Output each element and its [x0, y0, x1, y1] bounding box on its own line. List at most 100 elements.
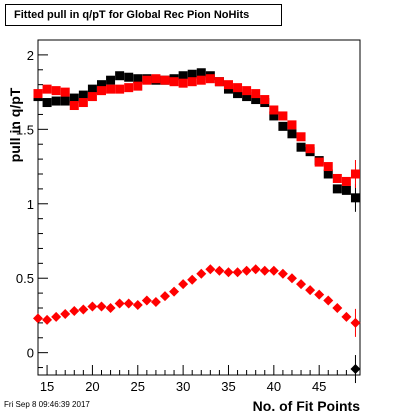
data-point-square	[96, 80, 106, 90]
x-tick-label: 15	[40, 379, 54, 394]
data-point-square	[278, 121, 288, 131]
data-point-diamond	[214, 265, 225, 276]
y-tick-label: 0	[27, 346, 34, 361]
plot-frame	[37, 39, 361, 376]
data-point-diamond	[350, 364, 361, 375]
data-point-diamond	[305, 285, 316, 296]
data-point-square	[178, 71, 188, 81]
data-point-diamond	[96, 301, 107, 312]
data-point-square	[196, 75, 206, 85]
data-point-square	[260, 95, 270, 105]
data-point-diamond	[187, 274, 198, 285]
data-point-diamond	[268, 265, 279, 276]
data-point-square	[142, 75, 152, 85]
data-point-square	[287, 120, 297, 130]
x-tick-label: 40	[267, 379, 281, 394]
data-point-diamond	[196, 268, 207, 279]
data-point-diamond	[105, 303, 116, 313]
data-point-square	[51, 96, 61, 106]
data-point-diamond	[296, 279, 307, 290]
data-point-diamond	[69, 305, 80, 316]
data-point-square	[251, 95, 261, 105]
y-tick-label: 1	[27, 197, 34, 212]
data-point-square	[106, 84, 116, 94]
data-point-square	[332, 184, 342, 194]
data-marks	[33, 68, 361, 384]
data-point-square	[287, 129, 297, 139]
data-point-diamond	[241, 265, 252, 276]
data-point-square	[269, 111, 279, 121]
data-point-diamond	[33, 313, 43, 324]
data-point-square	[78, 90, 88, 100]
data-point-diamond	[87, 301, 98, 312]
data-point-diamond	[350, 317, 361, 328]
y-tick-label: 0.5	[16, 271, 34, 286]
data-point-square	[269, 105, 279, 115]
x-tick-label: 30	[176, 379, 190, 394]
data-point-square	[178, 78, 188, 88]
data-point-square	[196, 68, 206, 78]
data-point-square	[332, 173, 342, 183]
data-point-square	[133, 74, 143, 84]
data-point-diamond	[277, 268, 288, 279]
data-point-square	[296, 142, 306, 152]
data-point-diamond	[223, 267, 234, 278]
y-axis-label: pull in q/pT	[7, 87, 23, 162]
data-point-square	[96, 86, 106, 96]
data-point-square	[278, 111, 288, 121]
data-point-diamond	[178, 279, 189, 290]
y-tick-label: 1.5	[16, 122, 34, 137]
data-point-square	[187, 77, 197, 87]
data-point-square	[124, 72, 134, 82]
data-point-diamond	[132, 300, 143, 311]
data-point-square	[242, 86, 252, 96]
data-point-diamond	[250, 264, 261, 275]
data-point-square	[60, 96, 70, 106]
data-point-square	[169, 77, 179, 87]
data-point-square	[133, 81, 143, 91]
data-point-diamond	[332, 303, 343, 313]
data-point-square	[87, 92, 97, 102]
data-point-diamond	[141, 295, 152, 306]
data-point-square	[323, 162, 333, 172]
data-point-square	[69, 93, 79, 103]
data-point-diamond	[42, 314, 53, 325]
y-tick-label: 2	[27, 48, 34, 63]
data-point-diamond	[114, 298, 125, 309]
data-point-square	[78, 98, 88, 108]
data-point-square	[187, 69, 197, 79]
data-point-diamond	[205, 264, 216, 275]
data-point-square	[242, 92, 252, 102]
axes: 15 20 25 30 35 40 45 0 0.5 1 1.5 2	[16, 39, 356, 394]
data-point-square	[51, 86, 61, 96]
data-point-square	[69, 101, 79, 111]
data-point-diamond	[51, 311, 62, 322]
data-point-square	[124, 83, 134, 93]
data-point-square	[33, 89, 43, 99]
data-point-square	[251, 89, 261, 99]
data-point-diamond	[78, 304, 89, 315]
data-point-diamond	[259, 265, 270, 276]
x-tick-label: 45	[312, 379, 326, 394]
data-point-square	[341, 176, 351, 186]
data-point-square	[60, 87, 70, 97]
data-point-diamond	[286, 273, 297, 284]
data-point-diamond	[323, 295, 334, 306]
x-tick-label: 25	[131, 379, 145, 394]
data-point-diamond	[169, 286, 180, 297]
data-point-square	[305, 144, 315, 154]
data-point-diamond	[314, 289, 325, 300]
timestamp: Fri Sep 8 09:46:39 2017	[4, 400, 90, 409]
data-point-square	[214, 77, 224, 87]
data-point-diamond	[341, 311, 352, 322]
data-point-diamond	[232, 267, 243, 278]
data-point-diamond	[60, 308, 71, 319]
x-tick-label: 35	[221, 379, 235, 394]
x-axis-label: No. of Fit Points	[253, 398, 361, 414]
data-point-square	[42, 98, 52, 108]
data-point-square	[106, 75, 116, 85]
data-point-square	[233, 83, 243, 93]
data-point-square	[205, 74, 215, 84]
data-point-square	[115, 84, 125, 94]
